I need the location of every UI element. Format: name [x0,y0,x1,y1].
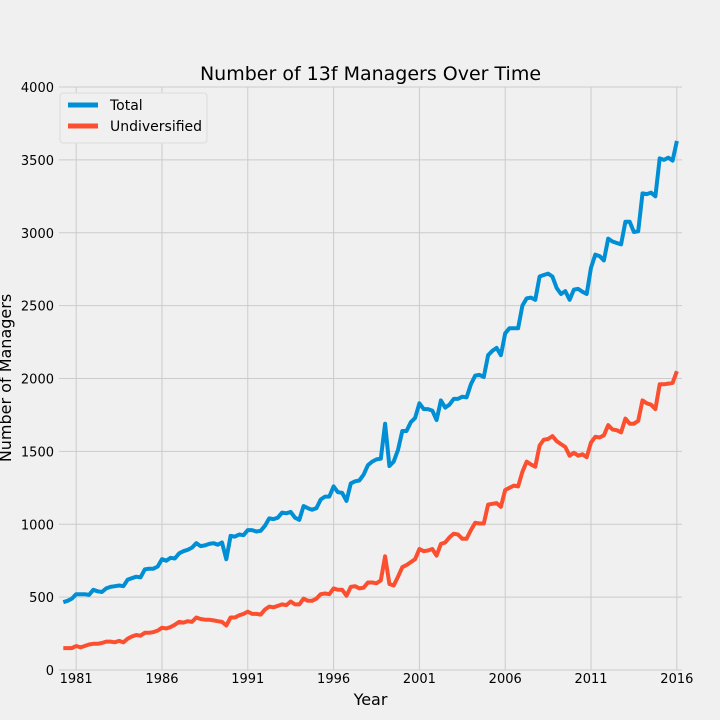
y-axis-title: Number of Managers [0,294,15,462]
y-tick-label: 3000 [21,227,54,242]
y-tick-label: 500 [29,591,54,606]
x-tick-label: 1991 [231,672,264,687]
legend: Total Undiversified [59,92,208,144]
x-tick-label: 1981 [60,672,93,687]
x-tick-labels: 1981 1986 1991 1996 2001 2006 2011 2016 [60,672,694,687]
y-tick-label: 3500 [21,154,54,169]
x-tick-label: 2006 [489,672,522,687]
legend-label-undiversified: Undiversified [110,119,202,135]
series-line-undiversified [63,370,679,651]
grid [59,86,682,671]
y-tick-label: 1000 [21,518,54,533]
x-tick-label: 2011 [574,672,607,687]
y-tick-label: 2000 [21,373,54,388]
legend-label-total: Total [109,98,143,114]
x-tick-label: 2016 [660,672,693,687]
x-tick-label: 1996 [317,672,350,687]
series-layer [62,140,679,651]
series-line-total [62,140,679,605]
y-tick-labels: 0 500 1000 1500 2000 2500 3000 3500 4000 [21,81,54,679]
x-tick-label: 1986 [145,672,178,687]
chart-title: Number of 13f Managers Over Time [200,63,541,85]
y-tick-label: 1500 [21,445,54,460]
x-axis-title: Year [353,690,388,709]
y-tick-label: 2500 [21,300,54,315]
y-tick-label: 0 [46,664,54,679]
y-tick-label: 4000 [21,81,54,96]
x-tick-label: 2001 [403,672,436,687]
